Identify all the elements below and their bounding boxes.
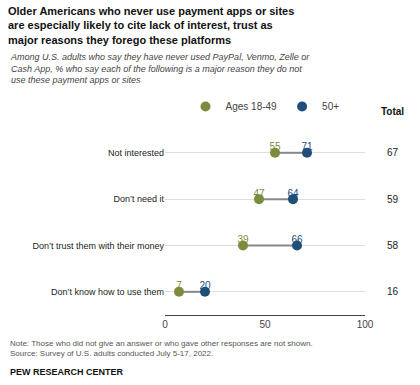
svg-text:Note: Those who did not give a: Note: Those who did not give an answer o… <box>10 339 313 358</box>
svg-text:55: 55 <box>269 141 281 152</box>
svg-text:66: 66 <box>291 234 303 245</box>
svg-text:Older Americans who never use: Older Americans who never use payment ap… <box>8 5 294 46</box>
svg-text:39: 39 <box>237 234 249 245</box>
svg-text:16: 16 <box>387 286 399 297</box>
svg-text:7: 7 <box>176 280 182 291</box>
svg-text:59: 59 <box>387 194 399 205</box>
svg-text:PEW RESEARCH CENTER: PEW RESEARCH CENTER <box>10 367 124 377</box>
svg-text:67: 67 <box>387 147 399 158</box>
svg-text:100: 100 <box>357 319 374 330</box>
svg-text:Don’t trust them with their mo: Don’t trust them with their money <box>32 241 164 251</box>
svg-text:Among U.S. adults who say they: Among U.S. adults who say they have neve… <box>10 52 310 85</box>
svg-text:Don’t know how to use them: Don’t know how to use them <box>51 287 164 297</box>
svg-text:Not interested: Not interested <box>108 148 164 158</box>
svg-text:58: 58 <box>387 240 399 251</box>
svg-text:50: 50 <box>259 319 271 330</box>
svg-text:Ages 18-49: Ages 18-49 <box>226 101 278 112</box>
svg-text:47: 47 <box>253 188 265 199</box>
svg-text:64: 64 <box>287 188 299 199</box>
svg-text:20: 20 <box>199 280 211 291</box>
svg-text:71: 71 <box>301 141 313 152</box>
svg-text:Total: Total <box>381 106 404 117</box>
svg-text:Don’t need it: Don’t need it <box>113 194 164 204</box>
svg-text:0: 0 <box>162 319 168 330</box>
svg-text:50+: 50+ <box>322 101 339 112</box>
